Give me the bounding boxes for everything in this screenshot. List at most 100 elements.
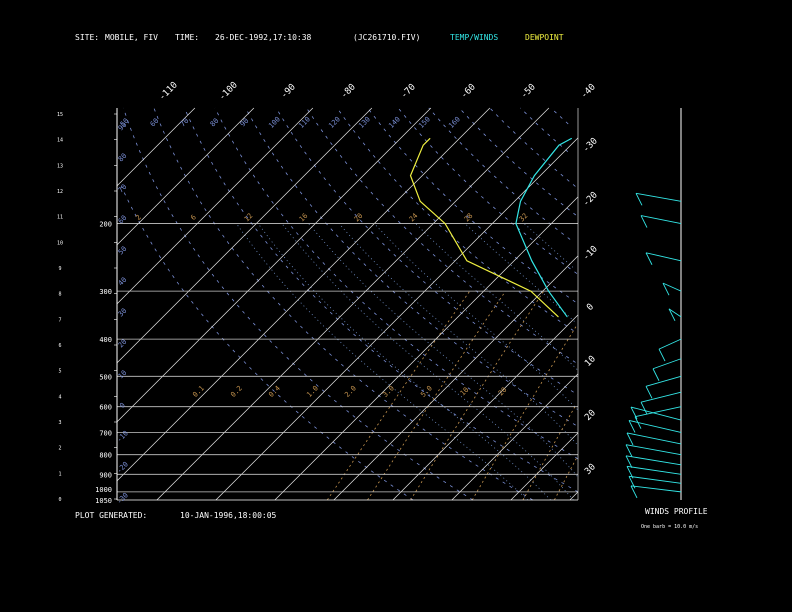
dry-adiabat-label: 40: [117, 276, 129, 288]
mixing-ratio-line: [367, 290, 506, 501]
wind-shaft: [658, 338, 682, 350]
dry-adiabat: [153, 107, 533, 501]
wind-barb: [635, 193, 643, 206]
temperature-point: [533, 175, 535, 176]
theta-label: 60: [149, 117, 161, 129]
site-label: SITE:: [75, 33, 100, 42]
wind-barb: [645, 252, 653, 265]
dewpoint-point: [422, 144, 424, 146]
height-km-label: 15: [57, 112, 63, 118]
height-km-label: 0: [58, 497, 61, 503]
temperature-point: [566, 316, 568, 318]
top-temperature-label: -90: [279, 82, 298, 101]
theta-label: 160: [447, 115, 462, 130]
mixing-ratio-label: 10: [459, 386, 471, 398]
dry-adiabat-label: 30: [117, 307, 129, 319]
dry-adiabat-label: 0: [118, 401, 127, 410]
isotherm: [392, 314, 579, 501]
dewpoint-point: [444, 223, 446, 224]
pressure-tick-label: 700: [99, 429, 112, 437]
pressure-tick-label: 500: [99, 373, 112, 381]
right-temperature-label: -20: [581, 190, 600, 209]
wind-shaft: [628, 419, 682, 433]
right-temperature-label: -10: [581, 244, 600, 263]
dry-adiabat: [184, 107, 579, 493]
theta-label: 150: [417, 115, 432, 130]
wind-barb: [640, 401, 648, 415]
right-temperature-label: -30: [581, 136, 600, 155]
wind-shaft: [635, 192, 682, 202]
temperature-point: [558, 144, 560, 146]
wind-shaft: [645, 375, 682, 387]
temperature-series: [515, 137, 572, 318]
dry-adiabat-label: 10: [117, 369, 129, 381]
wind-shaft: [626, 465, 682, 475]
isotherm: [116, 107, 432, 423]
dry-adiabat: [123, 107, 474, 501]
wind-barb: [652, 368, 660, 381]
pressure-tick-label: 1000: [95, 486, 112, 494]
wind-shaft: [668, 308, 682, 318]
wind-shaft: [630, 485, 682, 493]
wind-barb: [626, 432, 634, 446]
wind-barb: [628, 476, 636, 489]
temperature-point: [531, 260, 533, 262]
plot-generated-value: 10-JAN-1996,18:00:05: [180, 511, 277, 520]
top-temperature-label: -80: [339, 82, 358, 101]
isotherm: [569, 491, 579, 501]
winds-barb-note: One barb = 10.0 m/s: [641, 524, 699, 530]
dry-adiabat: [120, 186, 414, 501]
top-temperature-label: -70: [399, 82, 418, 101]
temperature-point: [571, 137, 572, 139]
dry-adiabat-label: 20: [117, 338, 129, 350]
moist-adiabat: [236, 223, 529, 501]
mixing-ratio-label: 2.0: [343, 384, 358, 399]
dry-adiabat: [397, 107, 578, 274]
temperature-point: [548, 290, 550, 292]
wind-shaft: [645, 252, 682, 262]
mixing-ratio-line: [554, 456, 578, 501]
mixing-ratio-label: 1.0: [305, 384, 320, 399]
pressure-tick-label: 800: [99, 452, 112, 460]
moist-adiabat: [281, 223, 574, 501]
dry-adiabat-label: 90: [117, 121, 129, 133]
dry-adiabat: [245, 107, 576, 426]
wind-barb: [625, 455, 633, 468]
plot-generated-label: PLOT GENERATED:: [75, 511, 148, 520]
dry-adiabat-label: 70: [117, 183, 129, 195]
temperature-point: [520, 200, 521, 202]
mixing-ratio-label: 12: [243, 212, 255, 224]
mixing-ratio-line: [326, 290, 471, 501]
wind-barb: [658, 348, 666, 362]
mixing-ratio-label: 20: [497, 386, 509, 398]
wind-shaft: [625, 444, 682, 456]
isotherm: [116, 107, 196, 187]
theta-label: 90: [239, 117, 251, 129]
legend-dewpoint: DEWPOINT: [525, 33, 564, 42]
legend-temp-winds: TEMP/WINDS: [450, 33, 499, 42]
dewpoint-series: [409, 137, 559, 318]
dry-adiabat: [214, 107, 579, 460]
mixing-ratio-line: [522, 403, 577, 501]
isotherm: [451, 373, 579, 501]
wind-shaft: [630, 406, 682, 421]
time-value: 26-DEC-1992,17:10:38: [215, 33, 312, 42]
dry-adiabat: [550, 107, 569, 125]
top-temperature-label: -100: [217, 80, 239, 102]
isotherm: [116, 107, 314, 305]
theta-label: 130: [357, 115, 372, 130]
wind-barb: [630, 406, 638, 420]
wind-shaft: [652, 358, 682, 370]
winds-profile-title: WINDS PROFILE: [645, 507, 708, 516]
dry-adiabat-label: 80: [117, 152, 129, 164]
wind-barb: [662, 282, 670, 296]
mixing-ratio-label: 32: [518, 212, 530, 224]
mixing-ratio-label: 6: [189, 213, 198, 222]
dewpoint-point: [466, 260, 468, 262]
height-km-label: 10: [57, 240, 63, 246]
height-km-label: 6: [58, 343, 61, 349]
isotherm: [274, 196, 579, 501]
right-temperature-label: 20: [583, 408, 598, 423]
isotherm: [510, 432, 579, 501]
